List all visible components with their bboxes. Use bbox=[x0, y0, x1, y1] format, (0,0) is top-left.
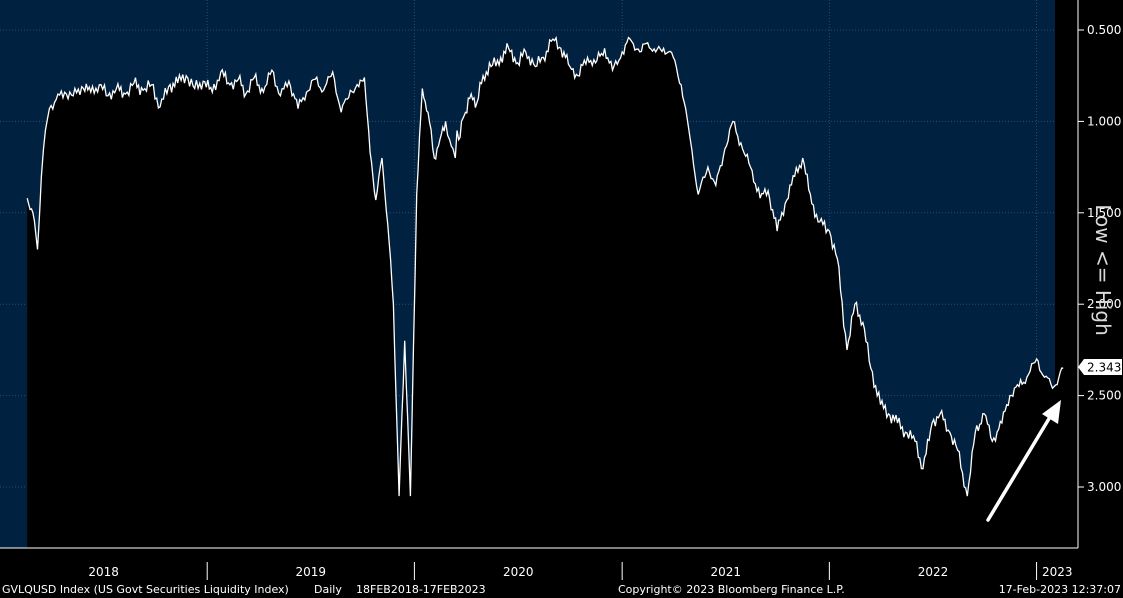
last-value-box bbox=[1078, 359, 1122, 375]
y-axis-ticks: 0.500 1.000 1.500 2.000 2.500 3.000 bbox=[1078, 23, 1121, 494]
y-tick-label: 0.500 bbox=[1087, 23, 1121, 37]
trend-arrow bbox=[986, 400, 1061, 522]
y-tick-label: 1.000 bbox=[1087, 114, 1121, 128]
x-tick-label: 2019 bbox=[296, 565, 327, 579]
y-tick-label: 1.500 bbox=[1087, 206, 1121, 220]
footer-timestamp: 17-Feb-2023 12:37:07 bbox=[999, 583, 1121, 596]
x-tick-label: 2021 bbox=[710, 565, 741, 579]
x-tick-label: 2023 bbox=[1042, 565, 1073, 579]
x-axis-ticks: 2018 2019 2020 2021 2022 2023 bbox=[88, 562, 1073, 580]
y-tick-label: 2.500 bbox=[1087, 389, 1121, 403]
y-tick-label: 2.000 bbox=[1087, 297, 1121, 311]
x-tick-label: 2022 bbox=[918, 565, 949, 579]
footer-copyright: Copyright© 2023 Bloomberg Finance L.P. bbox=[618, 583, 845, 596]
x-tick-label: 2018 bbox=[88, 565, 119, 579]
y-tick-label: 3.000 bbox=[1087, 480, 1121, 494]
last-value-marker: 2.343 bbox=[1078, 359, 1122, 375]
series-line bbox=[26, 35, 1064, 497]
footer-frequency: Daily bbox=[314, 583, 342, 596]
x-tick-label: 2020 bbox=[503, 565, 534, 579]
footer-ticker: GVLQUSD Index (US Govt Securities Liquid… bbox=[2, 583, 289, 596]
last-value-label: 2.343 bbox=[1087, 361, 1121, 375]
scale-direction-label: Low <= High bbox=[1091, 204, 1115, 336]
footer-range: 18FEB2018-17FEB2023 bbox=[356, 583, 486, 596]
